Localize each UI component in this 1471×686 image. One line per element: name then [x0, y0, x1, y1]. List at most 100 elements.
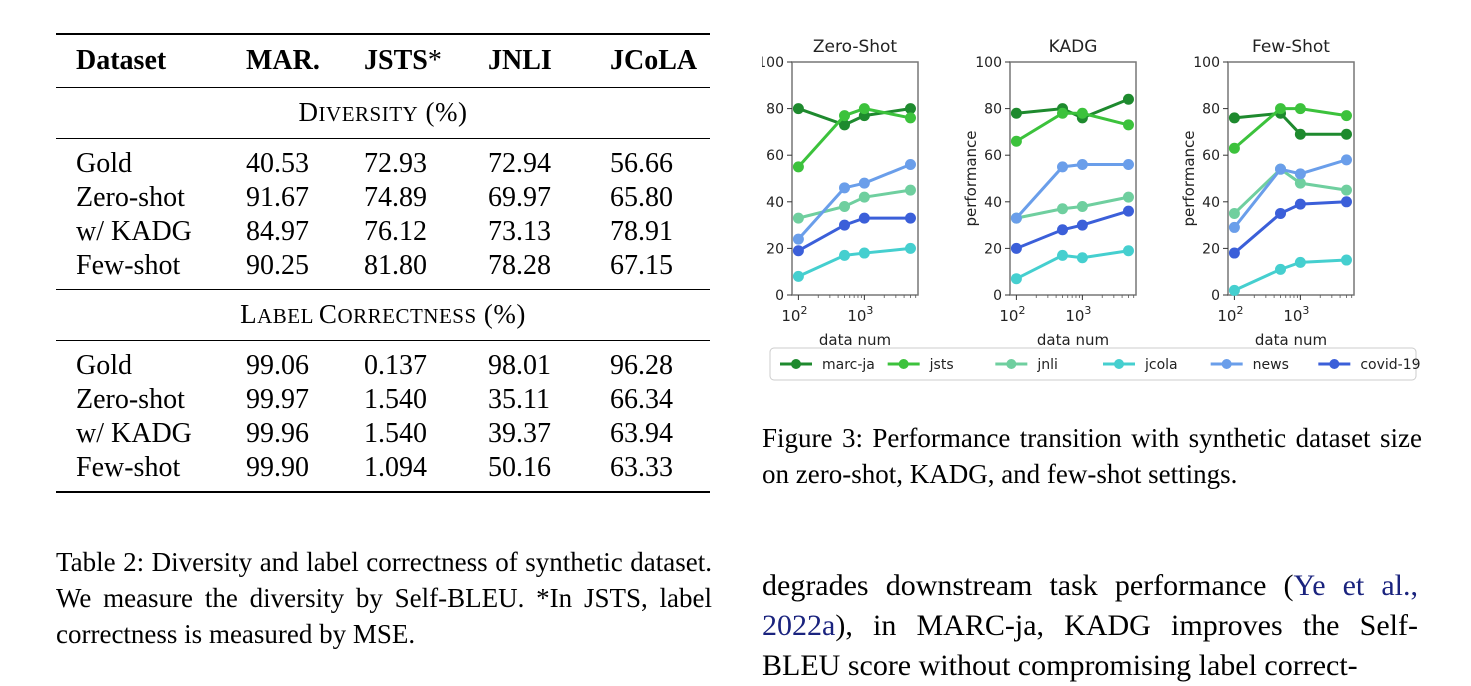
y-tick-label: 60	[984, 148, 1002, 164]
data-point-covid-19	[1122, 205, 1134, 217]
col-header-jnli: JNLI	[488, 45, 552, 76]
table-cell: 0.137	[364, 350, 427, 381]
y-tick-label: 100	[762, 55, 784, 71]
data-point-jsts	[1294, 103, 1306, 115]
table-cell: 99.96	[246, 418, 309, 449]
data-point-jcola	[1340, 254, 1352, 266]
y-tick-label: 20	[984, 241, 1002, 257]
data-point-jsts	[1340, 110, 1352, 122]
series-line-jcola	[1233, 258, 1347, 292]
legend-marker-jsts	[898, 359, 909, 369]
data-point-news	[1228, 221, 1240, 233]
results-table: Dataset MAR. JSTS* JNLI JCoLA DIVERSITY …	[56, 33, 710, 494]
series-line-jcola	[797, 246, 911, 278]
data-point-jnli	[858, 191, 870, 203]
table-cell: 73.13	[488, 216, 551, 247]
x-tick-label: 102	[1217, 304, 1243, 325]
series-line-jsts	[797, 107, 911, 168]
data-point-jnli	[904, 184, 916, 196]
y-tick-label: 60	[1202, 148, 1220, 164]
y-tick-label: 20	[1202, 241, 1220, 257]
legend-marker-news	[1221, 359, 1232, 369]
data-point-marc-ja	[1122, 93, 1134, 105]
data-point-news	[1294, 168, 1306, 180]
data-point-jnli	[1122, 191, 1134, 203]
table-caption: Table 2: Diversity and label correctness…	[56, 547, 712, 649]
section-header-label-correctness: LABEL CORRECTNESS (%)	[56, 289, 710, 341]
data-point-news	[1122, 159, 1134, 171]
series-line-covid-19	[1233, 200, 1347, 255]
data-point-jsts	[1057, 107, 1069, 119]
table-cell: 1.540	[364, 384, 427, 415]
data-point-marc-ja	[1340, 128, 1352, 140]
legend-marker-covid-19	[1329, 359, 1340, 369]
data-point-jcola	[1122, 245, 1134, 257]
legend-label: jcola	[1144, 357, 1178, 373]
table-row: Zero-shot 99.97 1.540 35.11 66.34	[56, 383, 710, 417]
series-line-covid-19	[1015, 209, 1129, 250]
row-label: Zero-shot	[76, 182, 185, 213]
x-tick-label: 103	[1283, 304, 1309, 325]
chart-title: Zero-Shot	[813, 37, 898, 57]
col-header-jsts-label: JSTS	[364, 45, 428, 76]
x-tick-label: 102	[781, 304, 807, 325]
legend-label: covid-19	[1360, 357, 1420, 373]
data-point-jnli	[1076, 200, 1088, 212]
data-point-jsts	[1010, 135, 1022, 147]
section-header-diversity: DIVERSITY (%)	[56, 87, 710, 139]
legend-marker-marc-ja	[791, 359, 801, 369]
legend-label: marc-ja	[822, 357, 875, 373]
x-tick-label: 103	[1065, 304, 1091, 325]
data-point-jsts	[858, 103, 870, 115]
series-line-covid-19	[797, 216, 911, 253]
series-line-news	[1015, 163, 1129, 220]
table-cell: 1.094	[364, 452, 427, 483]
x-tick-label: 103	[847, 304, 873, 325]
legend-marker-jnli	[1006, 359, 1017, 369]
series-line-jsts	[1233, 107, 1347, 150]
row-label: w/ KADG	[76, 418, 192, 449]
legend-label: news	[1253, 357, 1289, 373]
plot-frame	[791, 61, 919, 296]
row-label: Gold	[76, 350, 132, 381]
table-row: Zero-shot 91.67 74.89 69.97 65.80	[56, 181, 710, 215]
data-point-jcola	[1076, 252, 1088, 264]
figure-caption: Figure 3: Performance transition with sy…	[762, 423, 1422, 489]
data-point-jnli	[792, 212, 804, 224]
performance-figure: Zero-Shot 0 20 40 60 80 100 102 103 data num perfo…	[744, 30, 1422, 390]
data-point-news	[1340, 154, 1352, 166]
table-cell: 56.66	[610, 148, 673, 179]
series-line-jcola	[1015, 249, 1129, 281]
y-tick-label: 80	[984, 102, 1002, 118]
data-point-marc-ja	[1228, 112, 1240, 124]
data-point-jsts	[1122, 119, 1134, 131]
series-line-marc-ja	[1234, 111, 1347, 136]
data-point-jcola	[1294, 256, 1306, 268]
data-point-covid-19	[1076, 219, 1088, 231]
data-point-jnli	[1340, 184, 1352, 196]
citation-link[interactable]: Ye et al., 2022a	[762, 569, 1419, 642]
data-point-news	[1010, 212, 1022, 224]
table-cell: 1.540	[364, 418, 427, 449]
legend-label: jsts	[929, 357, 954, 373]
y-tick-label: 0	[775, 288, 784, 304]
y-tick-label: 40	[1202, 195, 1220, 211]
data-point-jcola	[1275, 263, 1287, 275]
col-header-mar: MAR.	[246, 45, 320, 76]
table-cell: 78.91	[610, 216, 673, 247]
series-line-jnli	[798, 188, 911, 220]
col-header-jsts: JSTS*	[364, 34, 488, 88]
col-header-jcola: JCoLA	[610, 45, 698, 76]
table-cell: 69.97	[488, 182, 551, 213]
table-row: w/ KADG 99.96 1.540 39.37 63.94	[56, 417, 710, 451]
data-point-jcola	[1057, 249, 1069, 261]
legend-box	[769, 347, 1417, 381]
row-label: Gold	[76, 148, 132, 179]
data-point-jnli	[1057, 203, 1069, 215]
asterisk-mark: *	[427, 45, 442, 76]
table-cell: 63.94	[610, 418, 673, 449]
data-point-jcola	[839, 249, 851, 261]
data-point-jnli	[1294, 177, 1306, 189]
data-point-marc-ja	[904, 103, 916, 115]
y-tick-label: 60	[766, 148, 784, 164]
